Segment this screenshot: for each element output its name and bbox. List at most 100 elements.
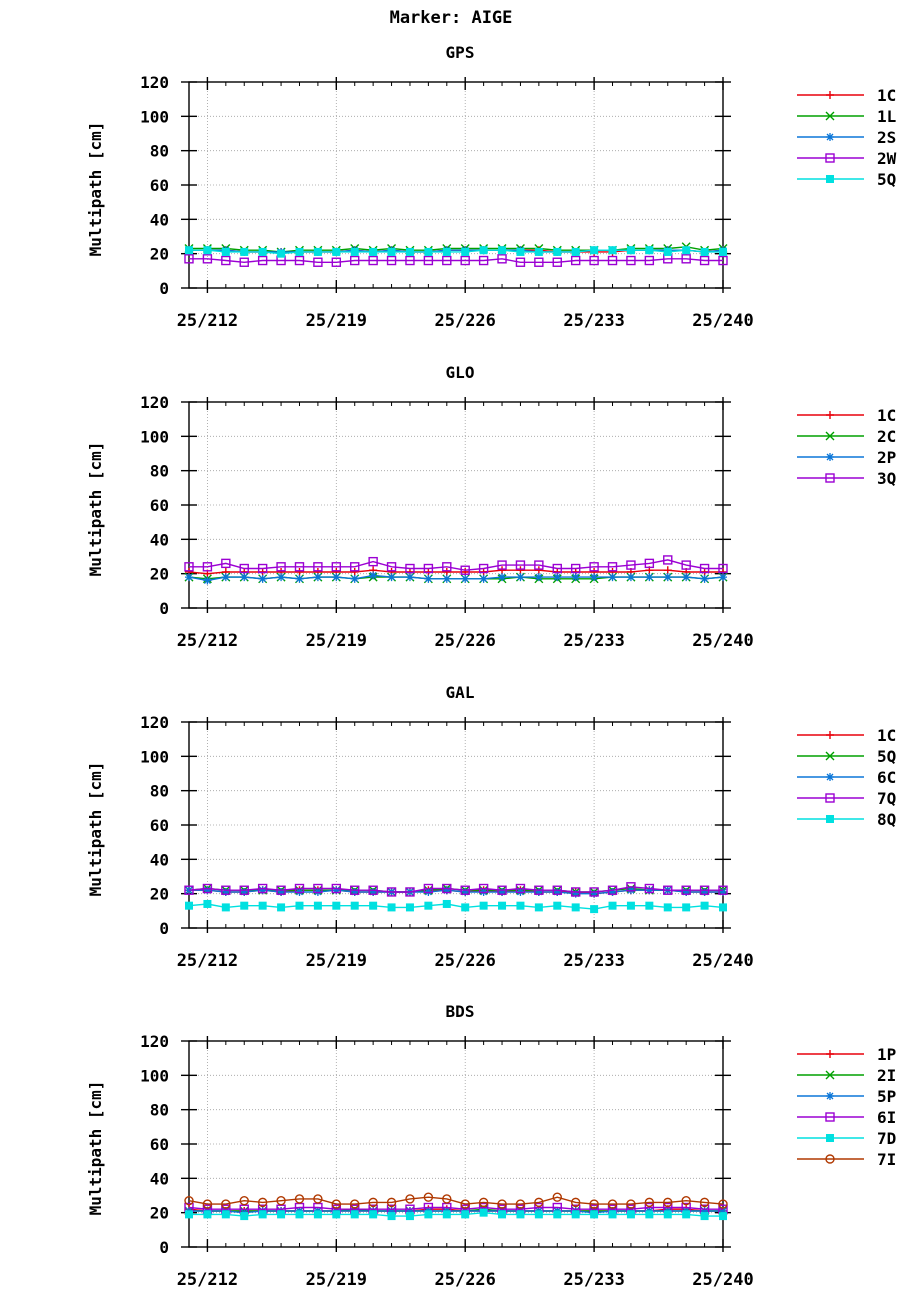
data-point	[589, 562, 599, 572]
data-point	[570, 1197, 581, 1208]
data-point	[682, 246, 691, 255]
legend-marker	[826, 133, 834, 141]
y-tick-label: 40	[150, 1169, 169, 1188]
y-tick-label: 120	[140, 393, 169, 412]
data-point	[332, 573, 341, 582]
data-point	[700, 574, 709, 583]
data-point	[534, 887, 543, 896]
y-tick-label: 20	[150, 565, 169, 584]
legend-item-2p: 2P	[797, 448, 896, 467]
data-point	[553, 887, 562, 896]
data-point	[313, 901, 322, 910]
data-point	[718, 885, 728, 895]
data-point	[699, 563, 710, 574]
data-point	[423, 563, 434, 574]
data-point	[240, 573, 249, 582]
data-point	[460, 565, 470, 575]
y-tick-label: 120	[140, 73, 169, 92]
data-point	[461, 903, 470, 912]
series-line	[188, 886, 723, 893]
data-point	[405, 573, 414, 582]
data-point	[663, 1197, 673, 1208]
legend-item-1c: 1C	[797, 86, 896, 105]
y-tick-label: 0	[159, 1238, 169, 1257]
series-line	[189, 1211, 723, 1217]
data-point	[332, 901, 341, 910]
x-tick-label: 25/219	[306, 1270, 367, 1290]
data-point	[607, 1199, 618, 1209]
data-point	[221, 885, 231, 895]
data-point	[332, 247, 341, 256]
data-point	[571, 247, 580, 256]
data-point	[607, 562, 618, 572]
y-tick-label: 0	[159, 919, 169, 938]
data-point	[699, 885, 710, 895]
data-point	[589, 1199, 599, 1209]
data-point	[203, 886, 212, 895]
data-point	[479, 901, 488, 910]
legend-marker	[825, 431, 835, 441]
x-tick-label: 25/226	[434, 311, 495, 331]
data-point	[681, 885, 691, 895]
data-point	[350, 574, 359, 583]
data-point	[442, 567, 451, 576]
data-point	[239, 1195, 249, 1206]
data-point	[221, 887, 230, 896]
y-tick-label: 40	[150, 210, 169, 229]
legend-marker	[826, 1092, 834, 1100]
legend-label: 2S	[877, 128, 896, 147]
legend-marker	[825, 111, 835, 121]
data-point	[313, 562, 323, 572]
data-point	[534, 1210, 543, 1219]
data-point	[553, 1210, 562, 1219]
data-point	[552, 885, 562, 895]
series-line	[188, 569, 723, 575]
data-point	[682, 887, 691, 896]
data-point	[534, 257, 544, 267]
data-point	[700, 887, 709, 896]
data-point	[534, 573, 543, 582]
data-point	[277, 573, 286, 582]
data-point	[442, 255, 452, 266]
legend-item-6c: 6C	[797, 768, 896, 787]
legend-label: 5P	[877, 1087, 896, 1106]
legend-label: 7I	[877, 1150, 896, 1169]
series-2p	[185, 571, 727, 585]
data-point	[498, 573, 507, 582]
data-point	[240, 1212, 249, 1221]
data-point	[387, 247, 396, 256]
data-point	[221, 255, 231, 266]
series-line	[188, 1206, 723, 1210]
data-point	[442, 899, 451, 908]
data-point	[498, 887, 507, 896]
y-tick-label: 60	[150, 1135, 169, 1154]
legend-marker	[826, 1134, 834, 1142]
data-point	[570, 563, 581, 574]
y-tick-label: 60	[150, 176, 169, 195]
data-point	[424, 574, 433, 583]
data-point	[553, 901, 562, 910]
legend-item-3q: 3Q	[797, 469, 896, 488]
data-point	[498, 901, 507, 910]
data-point	[663, 885, 673, 895]
data-point	[350, 247, 359, 256]
data-point	[369, 901, 378, 910]
data-point	[405, 903, 414, 912]
data-point	[442, 1194, 452, 1204]
data-point	[719, 247, 727, 256]
data-point	[294, 255, 305, 266]
data-point	[405, 887, 415, 897]
data-point	[295, 247, 304, 256]
legend-marker	[826, 91, 834, 99]
data-point	[387, 573, 396, 582]
data-point	[516, 247, 525, 256]
data-point	[515, 883, 526, 894]
data-point	[240, 887, 249, 896]
data-point	[184, 885, 194, 895]
data-point	[313, 1194, 323, 1204]
legend-label: 3Q	[877, 469, 896, 488]
data-point	[185, 246, 193, 255]
series-line	[188, 574, 724, 582]
series-7q	[184, 882, 728, 897]
